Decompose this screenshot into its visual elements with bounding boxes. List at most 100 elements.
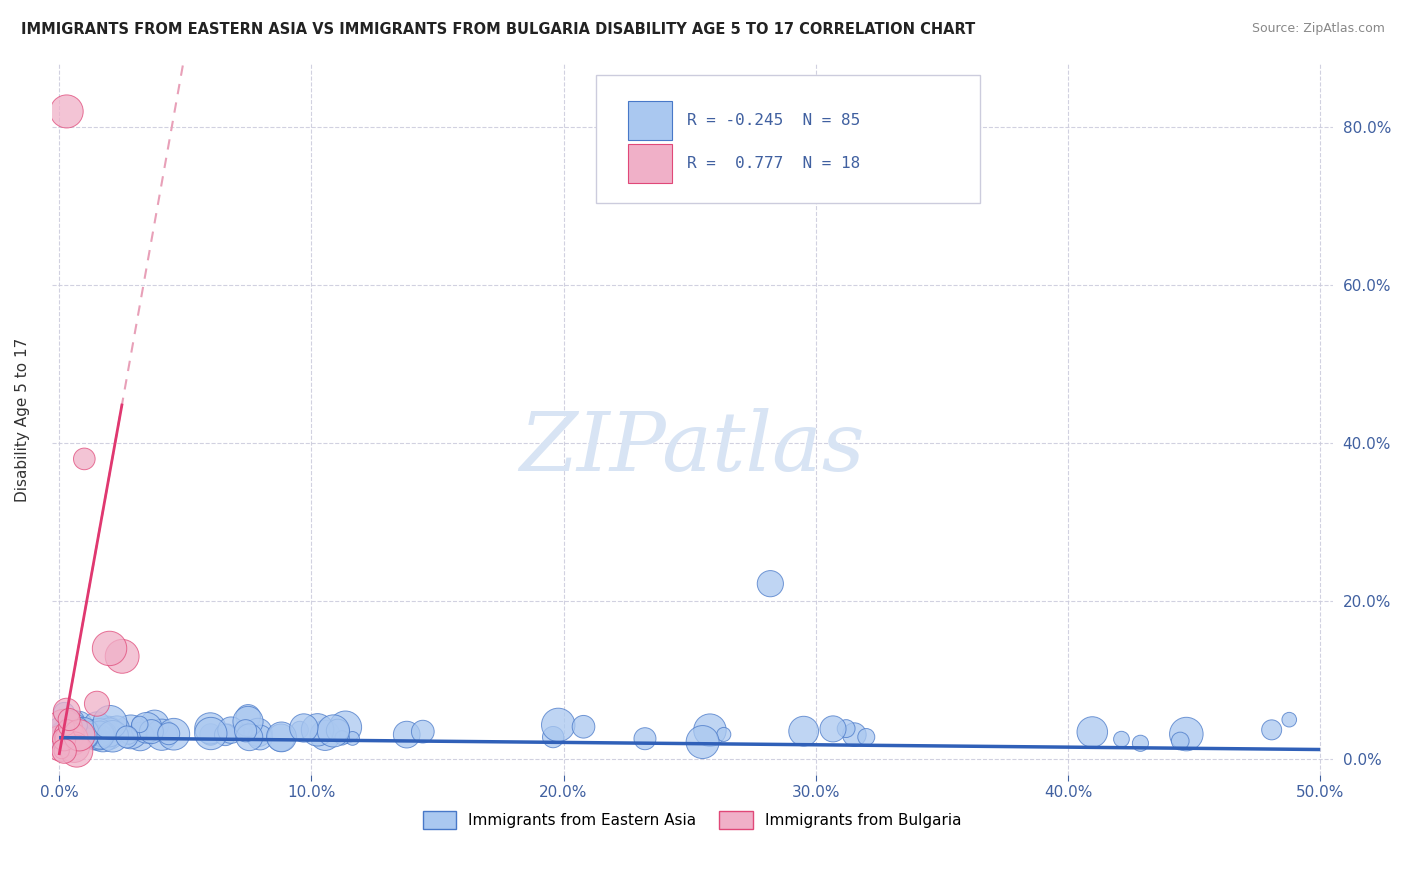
Text: Source: ZipAtlas.com: Source: ZipAtlas.com — [1251, 22, 1385, 36]
Point — [79, 726, 101, 740]
Point — [72, 726, 94, 740]
Point — [58, 728, 80, 742]
Point — [63, 714, 86, 728]
Point — [53, 720, 76, 734]
Point — [86, 718, 108, 732]
Point — [91, 731, 114, 745]
Point — [247, 725, 270, 739]
Point — [855, 730, 877, 744]
Point — [200, 726, 222, 740]
Point — [67, 728, 90, 742]
Text: R =  0.777  N = 18: R = 0.777 N = 18 — [688, 156, 860, 171]
Point — [60, 732, 83, 747]
Point — [86, 697, 108, 711]
Point — [547, 718, 569, 732]
Point — [395, 728, 418, 742]
Point — [844, 728, 866, 742]
Point — [55, 720, 77, 734]
Point — [53, 744, 76, 758]
Point — [793, 724, 815, 739]
Text: ZIPatlas: ZIPatlas — [519, 408, 865, 488]
Point — [314, 728, 336, 742]
Point — [200, 727, 222, 741]
Point — [135, 721, 157, 735]
Point — [699, 723, 721, 738]
Point — [200, 722, 222, 736]
Point — [111, 649, 134, 664]
Point — [238, 731, 260, 745]
Point — [118, 729, 141, 743]
Point — [52, 730, 75, 744]
Point — [412, 724, 434, 739]
Point — [90, 729, 112, 743]
Point — [288, 723, 311, 737]
Point — [249, 731, 271, 745]
Point — [101, 729, 124, 743]
Point — [150, 728, 173, 742]
Point — [1175, 727, 1198, 741]
Point — [73, 451, 96, 466]
Point — [235, 723, 257, 738]
Point — [97, 726, 120, 740]
Point — [157, 727, 180, 741]
Point — [219, 723, 242, 738]
Point — [98, 641, 121, 656]
Point — [67, 718, 90, 732]
Point — [330, 731, 353, 745]
Point — [115, 730, 138, 744]
FancyBboxPatch shape — [596, 75, 980, 202]
Point — [270, 730, 292, 744]
Point — [1260, 723, 1282, 737]
Point — [84, 728, 107, 742]
Point — [835, 722, 858, 736]
Point — [69, 721, 91, 735]
Point — [55, 705, 77, 719]
Point — [1081, 725, 1104, 739]
Text: IMMIGRANTS FROM EASTERN ASIA VS IMMIGRANTS FROM BULGARIA DISABILITY AGE 5 TO 17 : IMMIGRANTS FROM EASTERN ASIA VS IMMIGRAN… — [21, 22, 976, 37]
Point — [89, 728, 111, 742]
Point — [759, 576, 782, 591]
Point — [87, 727, 110, 741]
Bar — [628, 102, 672, 140]
Point — [52, 725, 75, 739]
Point — [217, 724, 239, 739]
Point — [1168, 734, 1191, 748]
Point — [98, 725, 121, 739]
Point — [634, 731, 657, 746]
Y-axis label: Disability Age 5 to 17: Disability Age 5 to 17 — [15, 337, 30, 501]
Point — [76, 731, 98, 746]
Text: R = -0.245  N = 85: R = -0.245 N = 85 — [688, 113, 860, 128]
Point — [1278, 713, 1301, 727]
Point — [62, 720, 84, 734]
Point — [214, 728, 236, 742]
Point — [56, 728, 79, 742]
Point — [120, 724, 142, 739]
Point — [342, 731, 364, 746]
Point — [129, 730, 152, 744]
Point — [58, 713, 80, 727]
Point — [233, 724, 256, 739]
Point — [51, 726, 73, 740]
Point — [326, 723, 349, 738]
Point — [53, 732, 76, 747]
Point — [143, 717, 166, 731]
Point — [51, 736, 73, 750]
Point — [692, 735, 714, 749]
Point — [236, 714, 259, 729]
Point — [307, 723, 329, 737]
Point — [53, 706, 76, 720]
Point — [66, 744, 89, 758]
Legend: Immigrants from Eastern Asia, Immigrants from Bulgaria: Immigrants from Eastern Asia, Immigrants… — [416, 805, 967, 835]
Point — [270, 731, 292, 745]
Point — [572, 720, 595, 734]
Point — [105, 721, 128, 735]
Point — [63, 740, 86, 755]
Point — [1111, 732, 1133, 747]
Point — [541, 730, 564, 744]
Point — [335, 720, 357, 734]
Point — [94, 725, 117, 739]
Point — [141, 724, 163, 739]
Point — [713, 727, 735, 741]
Point — [69, 718, 91, 732]
Point — [322, 723, 344, 738]
